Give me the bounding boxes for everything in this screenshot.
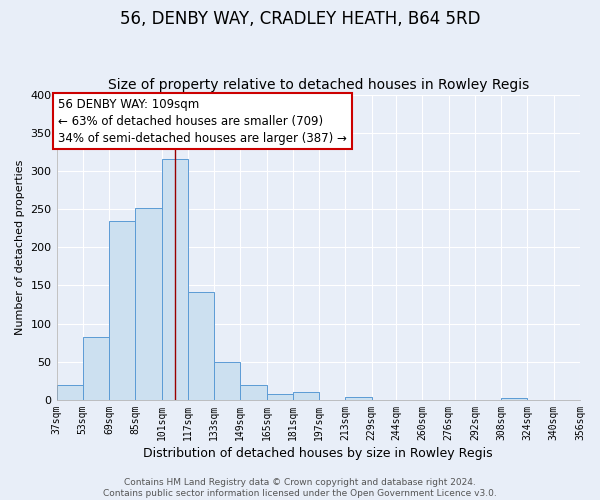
Bar xyxy=(241,384,266,400)
Bar xyxy=(109,222,136,400)
Y-axis label: Number of detached properties: Number of detached properties xyxy=(15,160,25,335)
Bar xyxy=(266,394,293,400)
Title: Size of property relative to detached houses in Rowley Regis: Size of property relative to detached ho… xyxy=(107,78,529,92)
Bar xyxy=(214,362,241,400)
Bar xyxy=(83,336,109,400)
Bar xyxy=(501,398,527,400)
Bar xyxy=(161,160,188,400)
Text: 56 DENBY WAY: 109sqm
← 63% of detached houses are smaller (709)
34% of semi-deta: 56 DENBY WAY: 109sqm ← 63% of detached h… xyxy=(58,98,347,144)
Bar xyxy=(346,397,371,400)
Bar xyxy=(188,292,214,400)
X-axis label: Distribution of detached houses by size in Rowley Regis: Distribution of detached houses by size … xyxy=(143,447,493,460)
Bar xyxy=(293,392,319,400)
Bar xyxy=(136,208,161,400)
Text: Contains HM Land Registry data © Crown copyright and database right 2024.
Contai: Contains HM Land Registry data © Crown c… xyxy=(103,478,497,498)
Bar xyxy=(56,386,83,400)
Text: 56, DENBY WAY, CRADLEY HEATH, B64 5RD: 56, DENBY WAY, CRADLEY HEATH, B64 5RD xyxy=(120,10,480,28)
